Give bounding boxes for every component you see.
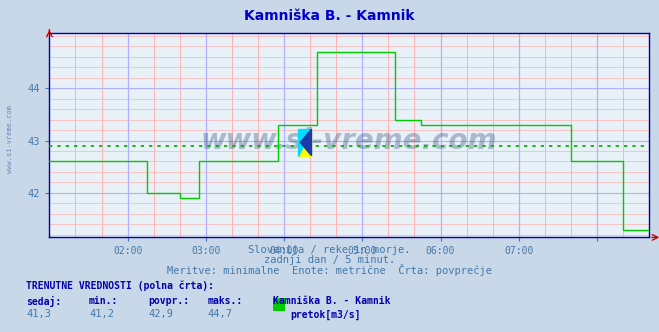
Polygon shape [299,129,312,156]
Text: 41,2: 41,2 [89,309,114,319]
Text: Kamniška B. - Kamnik: Kamniška B. - Kamnik [244,9,415,23]
Polygon shape [299,129,312,156]
Text: 44,7: 44,7 [208,309,233,319]
Text: www.si-vreme.com: www.si-vreme.com [7,106,13,173]
Text: 41,3: 41,3 [26,309,51,319]
Text: www.si-vreme.com: www.si-vreme.com [201,127,498,155]
Text: maks.:: maks.: [208,296,243,306]
Text: pretok[m3/s]: pretok[m3/s] [290,309,360,320]
Text: TRENUTNE VREDNOSTI (polna črta):: TRENUTNE VREDNOSTI (polna črta): [26,281,214,291]
Text: min.:: min.: [89,296,119,306]
Text: povpr.:: povpr.: [148,296,189,306]
Text: zadnji dan / 5 minut.: zadnji dan / 5 minut. [264,255,395,265]
Text: Slovenija / reke in morje.: Slovenija / reke in morje. [248,245,411,255]
Text: Meritve: minimalne  Enote: metrične  Črta: povprečje: Meritve: minimalne Enote: metrične Črta:… [167,264,492,276]
Text: Kamniška B. - Kamnik: Kamniška B. - Kamnik [273,296,391,306]
Polygon shape [301,129,312,156]
Text: sedaj:: sedaj: [26,296,61,307]
Text: 42,9: 42,9 [148,309,173,319]
